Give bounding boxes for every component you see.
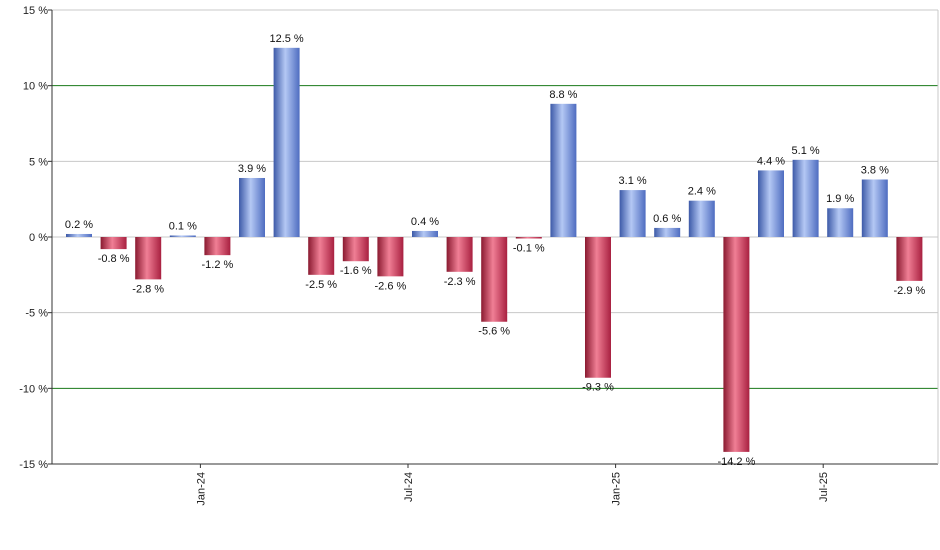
bar <box>169 235 196 237</box>
bar-value-label: 0.1 % <box>169 220 197 232</box>
bar <box>273 47 300 238</box>
bar-value-label: 4.4 % <box>757 155 785 167</box>
bar-value-label: 0.2 % <box>65 219 93 231</box>
bar-value-label: -1.2 % <box>202 259 234 271</box>
bar <box>827 208 854 237</box>
bar <box>585 237 611 378</box>
bar-value-label: 3.1 % <box>619 175 647 187</box>
bar-value-label: 1.9 % <box>826 193 854 205</box>
bar-value-label: 0.4 % <box>411 216 439 228</box>
bar-value-label: -2.9 % <box>894 285 926 297</box>
bar-value-label: 8.8 % <box>549 89 577 101</box>
bar <box>342 237 369 262</box>
bar-value-label: -14.2 % <box>717 456 755 468</box>
bar-value-label: -5.6 % <box>478 326 510 338</box>
bar-value-label: 2.4 % <box>688 186 716 198</box>
bar <box>723 237 750 452</box>
bar <box>515 237 542 239</box>
bar-value-label: -9.3 % <box>582 382 614 394</box>
bar-value-label: -0.1 % <box>513 243 545 255</box>
bar <box>896 237 923 281</box>
bars <box>66 47 923 452</box>
bar-value-label: -2.6 % <box>375 280 407 292</box>
y-tick-label: -5 % <box>25 308 48 320</box>
bar-value-label: -0.8 % <box>98 253 130 265</box>
axes: 15 % 10 % 5 % 0 % -5 % -10 % -15 % Jan-24 Jul-24… <box>19 5 939 506</box>
bar <box>758 170 784 237</box>
bar-value-label: -2.8 % <box>132 283 164 295</box>
x-tick-label: Jan-24 <box>195 472 207 506</box>
bar <box>688 200 715 237</box>
bar <box>446 237 473 272</box>
bar-value-label: -1.6 % <box>340 265 372 277</box>
bar <box>654 227 681 237</box>
bar-value-label: 3.8 % <box>861 164 889 176</box>
bar <box>412 230 438 237</box>
bar <box>100 237 127 250</box>
bar <box>239 177 265 237</box>
bar <box>66 233 92 237</box>
y-tick-label: 15 % <box>23 5 48 17</box>
x-tick-label: Jan-25 <box>611 472 623 506</box>
bar <box>619 190 646 237</box>
x-tick-label: Jul-24 <box>403 472 415 502</box>
bar <box>377 237 404 277</box>
bar <box>204 237 231 256</box>
bar <box>481 237 508 322</box>
bar-value-label: 0.6 % <box>653 213 681 225</box>
bar <box>308 237 335 275</box>
bar <box>135 237 162 280</box>
bar <box>550 103 577 238</box>
y-tick-label: 10 % <box>23 81 48 93</box>
x-tick-label: Jul-25 <box>818 472 830 502</box>
bar-value-label: -2.3 % <box>444 276 476 288</box>
bar-value-label: 12.5 % <box>269 33 303 45</box>
bar-value-label: -2.5 % <box>305 279 337 291</box>
bar-value-label: 3.9 % <box>238 163 266 175</box>
bar-value-label: 5.1 % <box>792 145 820 157</box>
y-tick-label: -10 % <box>19 383 48 395</box>
data-labels: 0.2 % -0.8 % -2.8 % 0.1 % -1.2 % 3.9 % 12.5 % -… <box>65 33 926 468</box>
y-tick-label: 0 % <box>29 232 48 244</box>
bar <box>792 159 819 237</box>
y-tick-label: 5 % <box>29 156 48 168</box>
y-tick-label: -15 % <box>19 459 48 471</box>
bar <box>861 179 888 237</box>
